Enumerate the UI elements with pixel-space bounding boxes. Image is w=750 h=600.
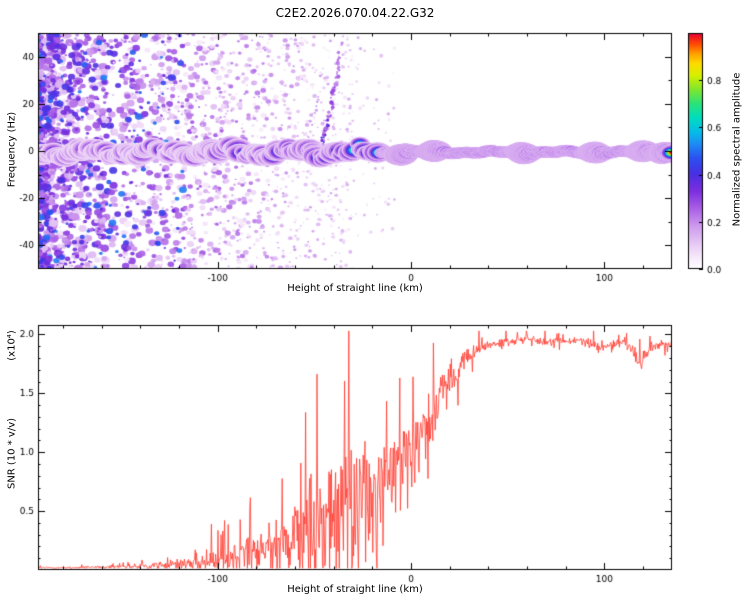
colorbar-label: Normalized spectral amplitude [731,72,743,227]
page-title: C2E2.2026.070.04.22.G32 [275,6,435,20]
top-xaxis-label: Height of straight line (km) [287,283,423,294]
top-yaxis-label: Frequency (Hz) [6,111,18,188]
bottom-yaxis-scale-label: (x10⁴) [6,330,18,361]
bottom-xaxis-label: Height of straight line (km) [287,584,423,595]
